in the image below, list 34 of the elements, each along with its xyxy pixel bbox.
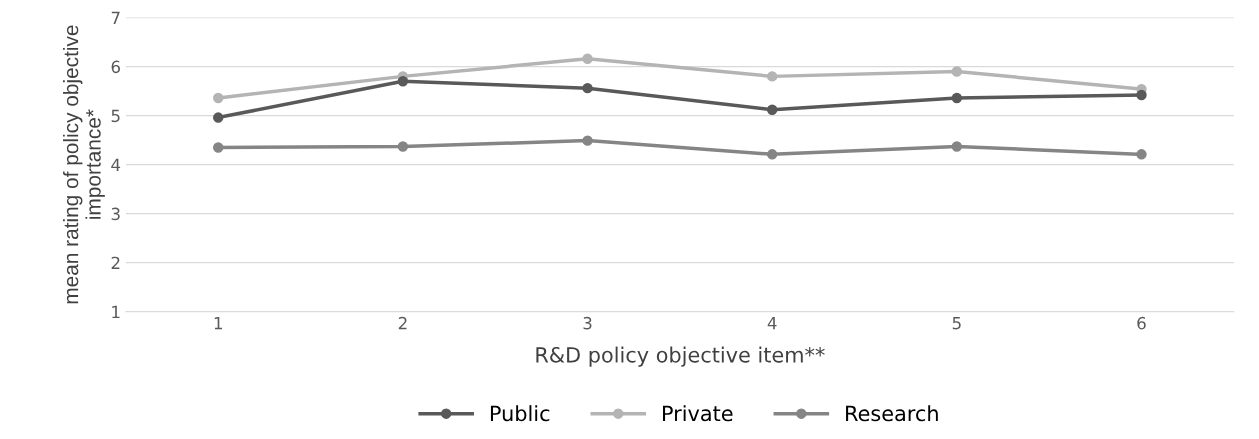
point <box>1136 149 1147 160</box>
y-tick-label: 4 <box>111 158 121 171</box>
point <box>213 112 224 123</box>
point <box>582 82 593 94</box>
point <box>582 135 593 146</box>
point <box>213 142 224 153</box>
point <box>1136 89 1147 101</box>
y-tick-label: 2 <box>111 256 120 269</box>
y-tick-label: 7 <box>111 11 120 24</box>
point <box>951 66 963 77</box>
point <box>397 141 409 152</box>
x-axis-title: R&D policy objective item** <box>536 346 825 367</box>
point <box>766 71 778 82</box>
x-tick-label: 1 <box>214 317 222 330</box>
x-tick-label: 4 <box>767 317 777 330</box>
x-tick-label: 5 <box>952 317 961 330</box>
y-axis-title: mean rating of policy objective importance* <box>63 25 105 304</box>
y-tick-label: 1 <box>112 305 120 319</box>
x-tick-label: 3 <box>583 316 592 330</box>
point <box>951 92 963 104</box>
point <box>582 53 593 64</box>
point <box>766 104 778 115</box>
y-tick-label: 5 <box>111 109 120 123</box>
legend-label: Public <box>490 405 550 422</box>
legend-label: Research <box>846 405 938 422</box>
point <box>951 141 963 152</box>
point <box>213 92 224 104</box>
point <box>766 149 778 160</box>
point <box>397 76 409 87</box>
y-tick-label: 3 <box>111 207 120 221</box>
x-tick-label: 6 <box>1137 316 1146 330</box>
y-tick-label: 6 <box>111 60 120 74</box>
x-tick-label: 2 <box>398 316 407 330</box>
legend-label: Private <box>663 405 733 422</box>
